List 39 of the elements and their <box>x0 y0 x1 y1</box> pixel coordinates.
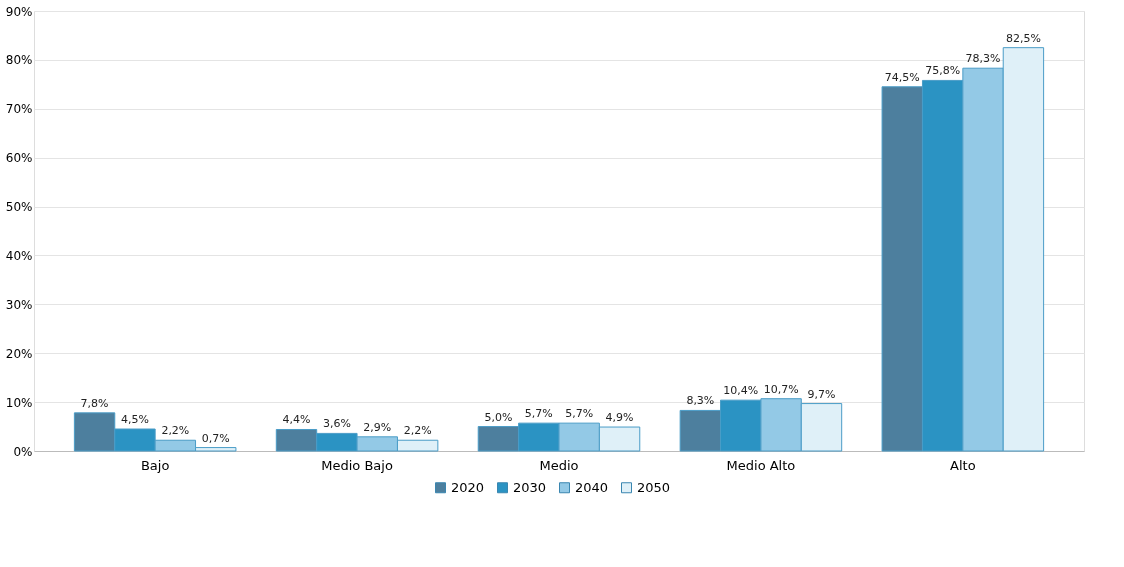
data-label: 5,7% <box>524 407 553 421</box>
data-label: 4,9% <box>605 411 634 425</box>
y-tick-label: 0% <box>13 444 33 459</box>
data-label: 2,9% <box>363 420 392 434</box>
data-label: 2,2% <box>161 424 190 438</box>
x-tick-label: Medio <box>539 457 579 473</box>
x-tick-label: Alto <box>950 457 976 473</box>
data-label: 4,4% <box>282 413 311 427</box>
y-tick-label: 10% <box>5 395 33 410</box>
y-tick-label: 50% <box>5 200 33 215</box>
data-label: 4,5% <box>120 413 149 426</box>
x-tick-label: Bajo <box>140 457 170 473</box>
legend-label: 2020 <box>451 479 485 495</box>
data-label: 7,8% <box>80 396 109 410</box>
data-label: 8,3% <box>686 394 715 408</box>
legend-label: 2040 <box>575 479 609 495</box>
x-tick-label: Medio Alto <box>726 457 796 473</box>
y-tick-label: 80% <box>5 53 33 68</box>
data-label: 10,4% <box>723 384 759 398</box>
legend-label: 2030 <box>513 479 547 495</box>
data-label: 9,7% <box>807 387 836 401</box>
data-label: 78,3% <box>965 52 1001 66</box>
data-label: 0,7% <box>201 431 230 445</box>
y-tick-label: 70% <box>5 102 33 117</box>
y-tick-label: 20% <box>5 346 33 361</box>
y-tick-label: 30% <box>5 297 33 312</box>
data-label: 5,7% <box>565 407 594 421</box>
y-tick-label: 90% <box>5 4 33 19</box>
legend-label: 2050 <box>637 479 671 495</box>
data-label: 5,0% <box>484 410 513 424</box>
data-label: 82,5% <box>1005 31 1041 45</box>
x-tick-label: Medio Bajo <box>321 457 393 473</box>
data-label: 3,6% <box>322 417 351 431</box>
data-label: 75,8% <box>925 64 961 78</box>
data-label: 2,2% <box>403 424 432 438</box>
data-label: 74,5% <box>884 70 920 84</box>
y-tick-label: 60% <box>5 151 33 166</box>
y-tick-label: 40% <box>5 248 33 263</box>
data-label: 10,7% <box>763 382 799 396</box>
